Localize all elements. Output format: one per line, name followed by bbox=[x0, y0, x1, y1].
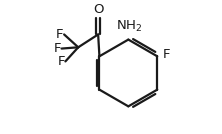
Text: F: F bbox=[54, 42, 61, 55]
Text: F: F bbox=[163, 49, 170, 62]
Text: NH$_2$: NH$_2$ bbox=[116, 19, 143, 34]
Text: O: O bbox=[93, 3, 103, 16]
Text: F: F bbox=[56, 28, 63, 41]
Text: F: F bbox=[57, 55, 65, 68]
